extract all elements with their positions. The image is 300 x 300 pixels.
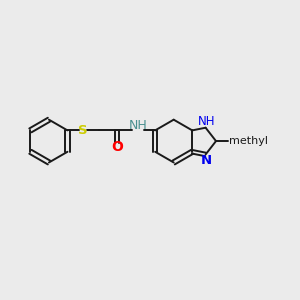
Text: methyl: methyl xyxy=(230,136,268,146)
Text: NH: NH xyxy=(198,115,215,128)
Text: N: N xyxy=(201,154,212,167)
Text: O: O xyxy=(111,140,123,154)
Text: S: S xyxy=(78,124,88,137)
Text: NH: NH xyxy=(128,118,147,131)
